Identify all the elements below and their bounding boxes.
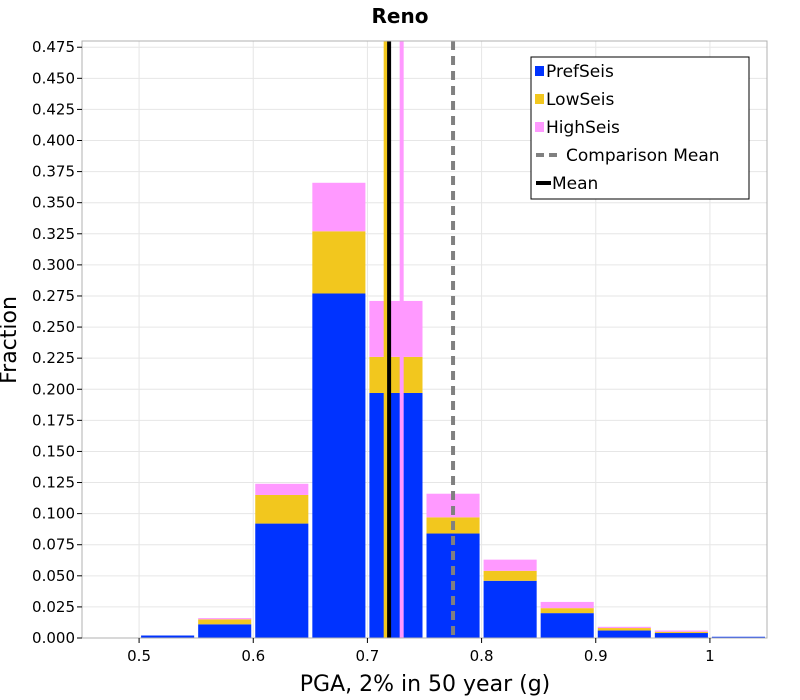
bar-highseis <box>255 483 309 495</box>
bar-prefseis <box>654 633 708 638</box>
x-tick-label: 0.5 <box>127 647 151 665</box>
legend-swatch <box>535 66 544 76</box>
y-tick-label: 0.325 <box>32 225 75 243</box>
y-axis-label: Fraction <box>0 296 22 384</box>
y-tick-label: 0.250 <box>32 318 75 336</box>
legend-label: Mean <box>552 174 598 194</box>
y-tick-label: 0.150 <box>32 442 75 460</box>
x-axis-label: PGA, 2% in 50 year (g) <box>300 672 551 697</box>
bar-highseis <box>426 493 480 518</box>
bar-lowseis <box>198 619 252 625</box>
bar-lowseis <box>483 570 537 581</box>
bar-prefseis <box>540 613 594 638</box>
bar-lowseis <box>255 494 309 524</box>
bar-highseis <box>198 618 252 620</box>
bar-prefseis <box>255 523 309 638</box>
y-tick-label: 0.075 <box>32 536 75 554</box>
y-tick-label: 0.350 <box>32 194 75 212</box>
bar-prefseis <box>369 392 423 638</box>
bar-prefseis <box>711 636 765 638</box>
legend: PrefSeis LowSeis HighSeis Comparison Mean Me… <box>530 56 750 200</box>
bar-highseis <box>654 630 708 632</box>
bar-lowseis <box>654 631 708 634</box>
y-tick-label: 0.025 <box>32 598 75 616</box>
bar-highseis <box>369 300 423 357</box>
y-tick-label: 0.175 <box>32 411 75 429</box>
bar-highseis <box>597 626 651 629</box>
legend-box <box>530 56 750 200</box>
y-tick-label: 0.400 <box>32 132 75 150</box>
bar-lowseis <box>369 356 423 393</box>
x-tick-label: 1 <box>705 647 715 665</box>
legend-label: LowSeis <box>546 90 614 110</box>
bar-prefseis <box>141 635 195 638</box>
y-tick-label: 0.000 <box>32 629 75 647</box>
y-tick-label: 0.300 <box>32 256 75 274</box>
y-tick-label: 0.200 <box>32 380 75 398</box>
legend-swatch <box>535 94 544 104</box>
legend-label: Comparison Mean <box>566 146 720 166</box>
y-tick-label: 0.450 <box>32 69 75 87</box>
bar-prefseis <box>312 293 366 638</box>
bar-highseis <box>483 559 537 571</box>
y-axis: 0.000 0.025 0.050 0.075 0.100 0.125 0.150 0.175… <box>32 38 82 647</box>
bar-prefseis <box>198 624 252 638</box>
x-tick-label: 0.9 <box>584 647 608 665</box>
y-tick-label: 0.375 <box>32 163 75 181</box>
y-tick-label: 0.475 <box>32 38 75 56</box>
bar-highseis <box>540 601 594 609</box>
y-tick-label: 0.425 <box>32 100 75 118</box>
x-axis: 0.5 0.6 0.7 0.8 0.9 1 <box>127 638 715 665</box>
chart-title: Reno <box>372 4 429 28</box>
legend-label: PrefSeis <box>546 62 614 82</box>
mean-lines-layer <box>383 41 456 638</box>
x-tick-label: 0.7 <box>355 647 379 665</box>
bars-layer <box>141 182 765 638</box>
bar-lowseis <box>597 628 651 631</box>
legend-swatch <box>535 122 544 132</box>
grid-layer <box>82 41 767 639</box>
y-tick-label: 0.125 <box>32 474 75 492</box>
plot-frame <box>81 40 768 639</box>
bar-lowseis <box>312 231 366 294</box>
y-tick-label: 0.100 <box>32 505 75 523</box>
bar-highseis <box>312 182 366 232</box>
bar-prefseis <box>483 580 537 638</box>
bar-lowseis <box>540 608 594 614</box>
x-tick-label: 0.6 <box>241 647 265 665</box>
x-tick-label: 0.8 <box>470 647 494 665</box>
bar-prefseis <box>597 630 651 638</box>
y-tick-label: 0.275 <box>32 287 75 305</box>
legend-label: HighSeis <box>546 118 620 138</box>
y-tick-label: 0.225 <box>32 349 75 367</box>
y-tick-label: 0.050 <box>32 567 75 585</box>
